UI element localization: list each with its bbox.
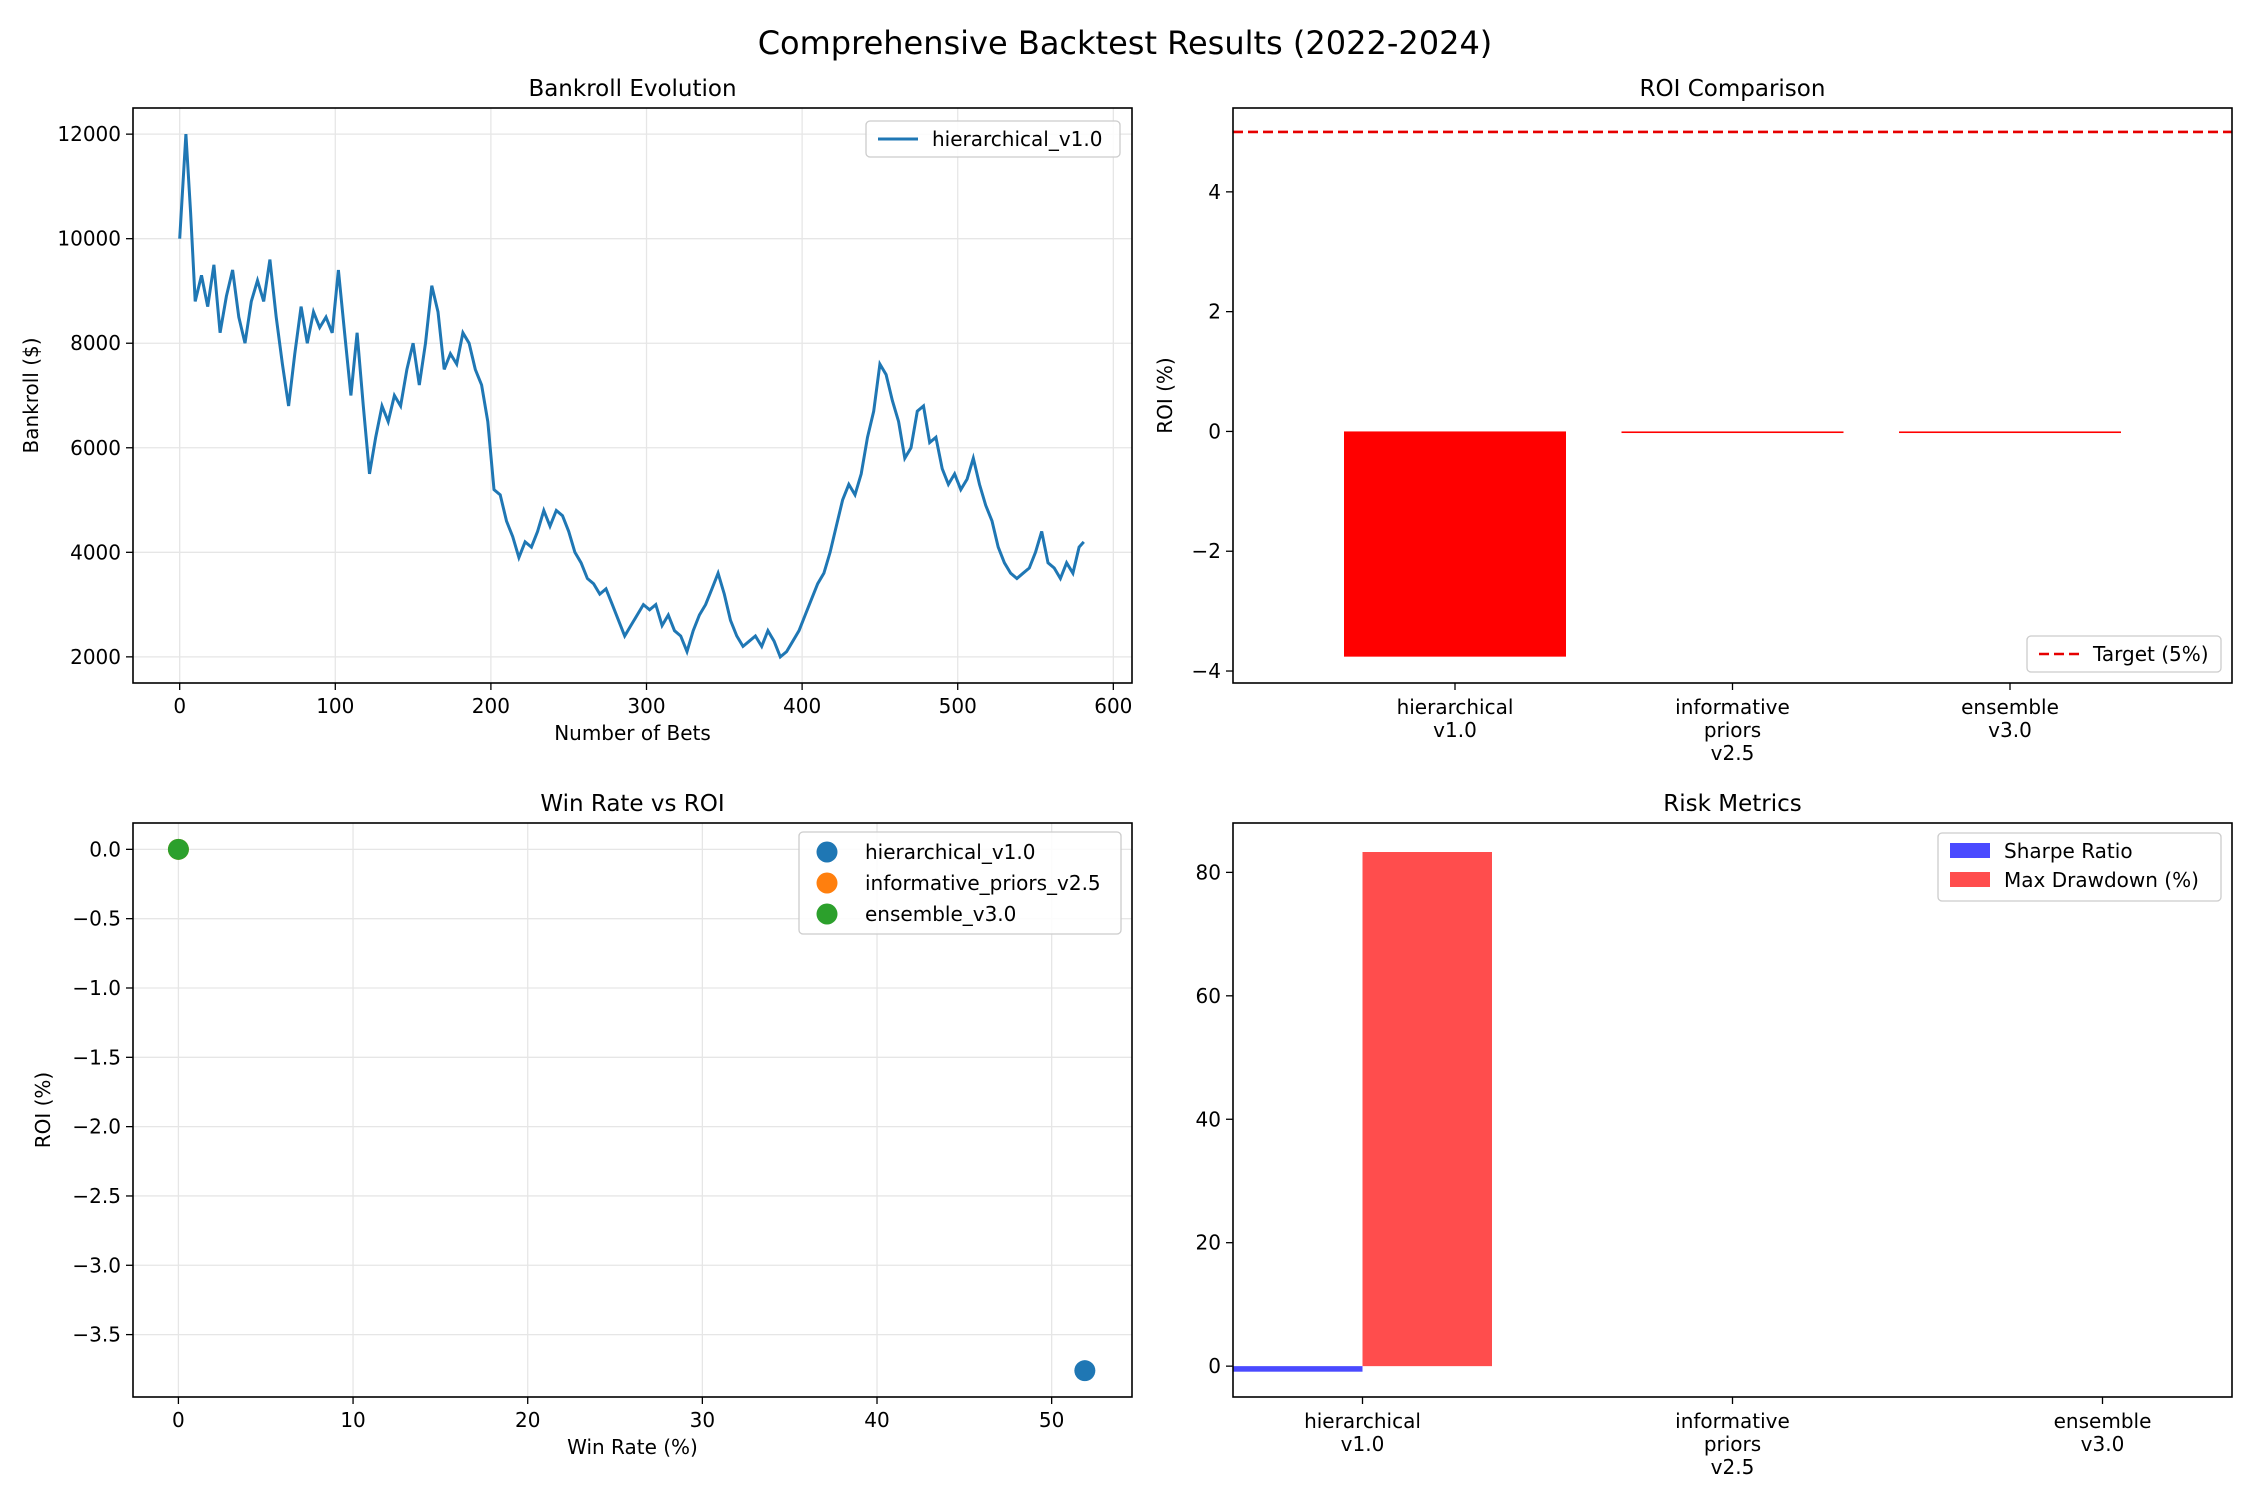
y-tick-label: 10000 — [57, 227, 121, 251]
legend-marker — [816, 903, 838, 925]
x-tick-label: v1.0 — [1341, 1432, 1385, 1456]
x-tick-label: v1.0 — [1433, 718, 1477, 742]
y-tick-label: 4 — [1208, 180, 1221, 204]
y-tick-label: 8000 — [70, 331, 121, 355]
x-tick-label: 20 — [515, 1408, 540, 1432]
axes-title: ROI Comparison — [1640, 76, 1826, 102]
axes-title: Risk Metrics — [1663, 791, 1801, 817]
y-tick-label: 6000 — [70, 436, 121, 460]
x-tick-label: ensemble — [2054, 1409, 2152, 1433]
axes-frame — [132, 107, 1133, 684]
axes-title: Win Rate vs ROI — [540, 791, 724, 817]
x-tick-label: 300 — [627, 694, 665, 718]
figure-title: Comprehensive Backtest Results (2022-202… — [758, 24, 1493, 62]
legend-marker — [816, 872, 838, 894]
x-tick-label: 500 — [939, 694, 977, 718]
x-tick-label: 10 — [340, 1408, 365, 1432]
y-tick-label: −3.5 — [72, 1323, 121, 1347]
axes-frame — [132, 822, 1133, 1398]
axes-title: Bankroll Evolution — [528, 76, 736, 102]
roi-comparison-chart: −4 −2 0 2 4 ROI Comparison ROI (%) hierarchical… — [1153, 76, 2233, 765]
legend-swatch — [1950, 872, 1990, 887]
y-tick-label: 20 — [1196, 1231, 1221, 1255]
legend-swatch — [1950, 843, 1990, 858]
x-tick-label: v3.0 — [2081, 1432, 2125, 1456]
x-tick-label: 30 — [690, 1408, 715, 1432]
x-tick-label: 40 — [864, 1408, 889, 1432]
legend-label: Sharpe Ratio — [2004, 839, 2133, 863]
x-tick-label: informative — [1675, 695, 1790, 719]
risk-bar — [1233, 1366, 1363, 1372]
y-tick-label: 2 — [1208, 300, 1221, 324]
legend-marker — [816, 841, 838, 863]
legend-label: ensemble_v3.0 — [865, 902, 1016, 926]
y-tick-label: −2.5 — [72, 1184, 121, 1208]
legend-frame — [2026, 635, 2222, 673]
y-tick-label: −4 — [1192, 659, 1221, 683]
x-tick-label: 100 — [316, 694, 354, 718]
scatter-point — [1074, 1360, 1096, 1382]
y-axis-label: ROI (%) — [31, 1072, 55, 1149]
x-axis-label: Number of Bets — [554, 721, 711, 745]
y-tick-label: −2 — [1192, 539, 1221, 563]
roi-bar — [1344, 431, 1566, 657]
x-tick-label: 50 — [1039, 1408, 1064, 1432]
y-tick-label: 2000 — [70, 645, 121, 669]
x-tick-label: 0 — [173, 694, 186, 718]
x-tick-label: 0 — [172, 1408, 185, 1432]
legend-label: Target (5%) — [2092, 642, 2209, 666]
roi-bar — [1899, 431, 2121, 434]
legend-label: hierarchical_v1.0 — [932, 127, 1102, 151]
legend-frame — [865, 120, 1121, 158]
y-axis-label: ROI (%) — [1153, 357, 1177, 434]
y-tick-label: −1.5 — [72, 1045, 121, 1069]
x-tick-label: 400 — [783, 694, 821, 718]
axes-frame — [1232, 822, 2233, 1398]
y-tick-label: −0.5 — [72, 907, 121, 931]
y-tick-label: −3.0 — [72, 1253, 121, 1277]
x-tick-label: priors — [1704, 718, 1761, 742]
y-tick-label: 60 — [1196, 984, 1221, 1008]
y-tick-label: 0 — [1208, 1354, 1221, 1378]
risk-bar — [1362, 852, 1492, 1367]
x-axis-label: Win Rate (%) — [567, 1435, 698, 1459]
y-tick-label: 40 — [1196, 1107, 1221, 1131]
legend-frame — [1937, 832, 2222, 902]
x-tick-label: priors — [1704, 1432, 1761, 1456]
x-tick-label: hierarchical — [1397, 695, 1514, 719]
y-tick-label: 4000 — [70, 540, 121, 564]
legend-label: hierarchical_v1.0 — [865, 840, 1035, 864]
legend-frame — [798, 831, 1122, 935]
scatter-point — [167, 838, 189, 860]
x-tick-label: v2.5 — [1711, 741, 1755, 765]
x-tick-label: v3.0 — [1988, 718, 2032, 742]
x-tick-label: hierarchical — [1304, 1409, 1421, 1433]
x-tick-label: ensemble — [1961, 695, 2059, 719]
x-tick-label: informative — [1675, 1409, 1790, 1433]
winrate-vs-roi-chart: 0 10 20 30 40 50 0.0 −0.5 −1.0 −1.5 −2.0 −2.5 −3.0 −3… — [31, 791, 1133, 1459]
legend-label: Max Drawdown (%) — [2004, 868, 2199, 892]
y-tick-label: 12000 — [57, 122, 121, 146]
y-axis-label: Bankroll ($) — [19, 337, 43, 453]
x-tick-label: 600 — [1094, 694, 1132, 718]
roi-bar — [1621, 431, 1844, 434]
bankroll-line — [178, 134, 1085, 660]
y-tick-label: −2.0 — [72, 1115, 121, 1139]
legend-label: informative_priors_v2.5 — [865, 871, 1101, 895]
x-tick-label: v2.5 — [1711, 1455, 1755, 1479]
y-tick-label: 0 — [1208, 419, 1221, 443]
bankroll-evolution-chart: 0 100 200 300 400 500 600 2000 4000 6000 8000 10000… — [19, 76, 1133, 745]
x-tick-label: 200 — [472, 694, 510, 718]
y-tick-label: 0.0 — [89, 837, 121, 861]
y-tick-label: −1.0 — [72, 976, 121, 1000]
axes-frame — [1232, 107, 2233, 684]
y-tick-label: 80 — [1196, 860, 1221, 884]
